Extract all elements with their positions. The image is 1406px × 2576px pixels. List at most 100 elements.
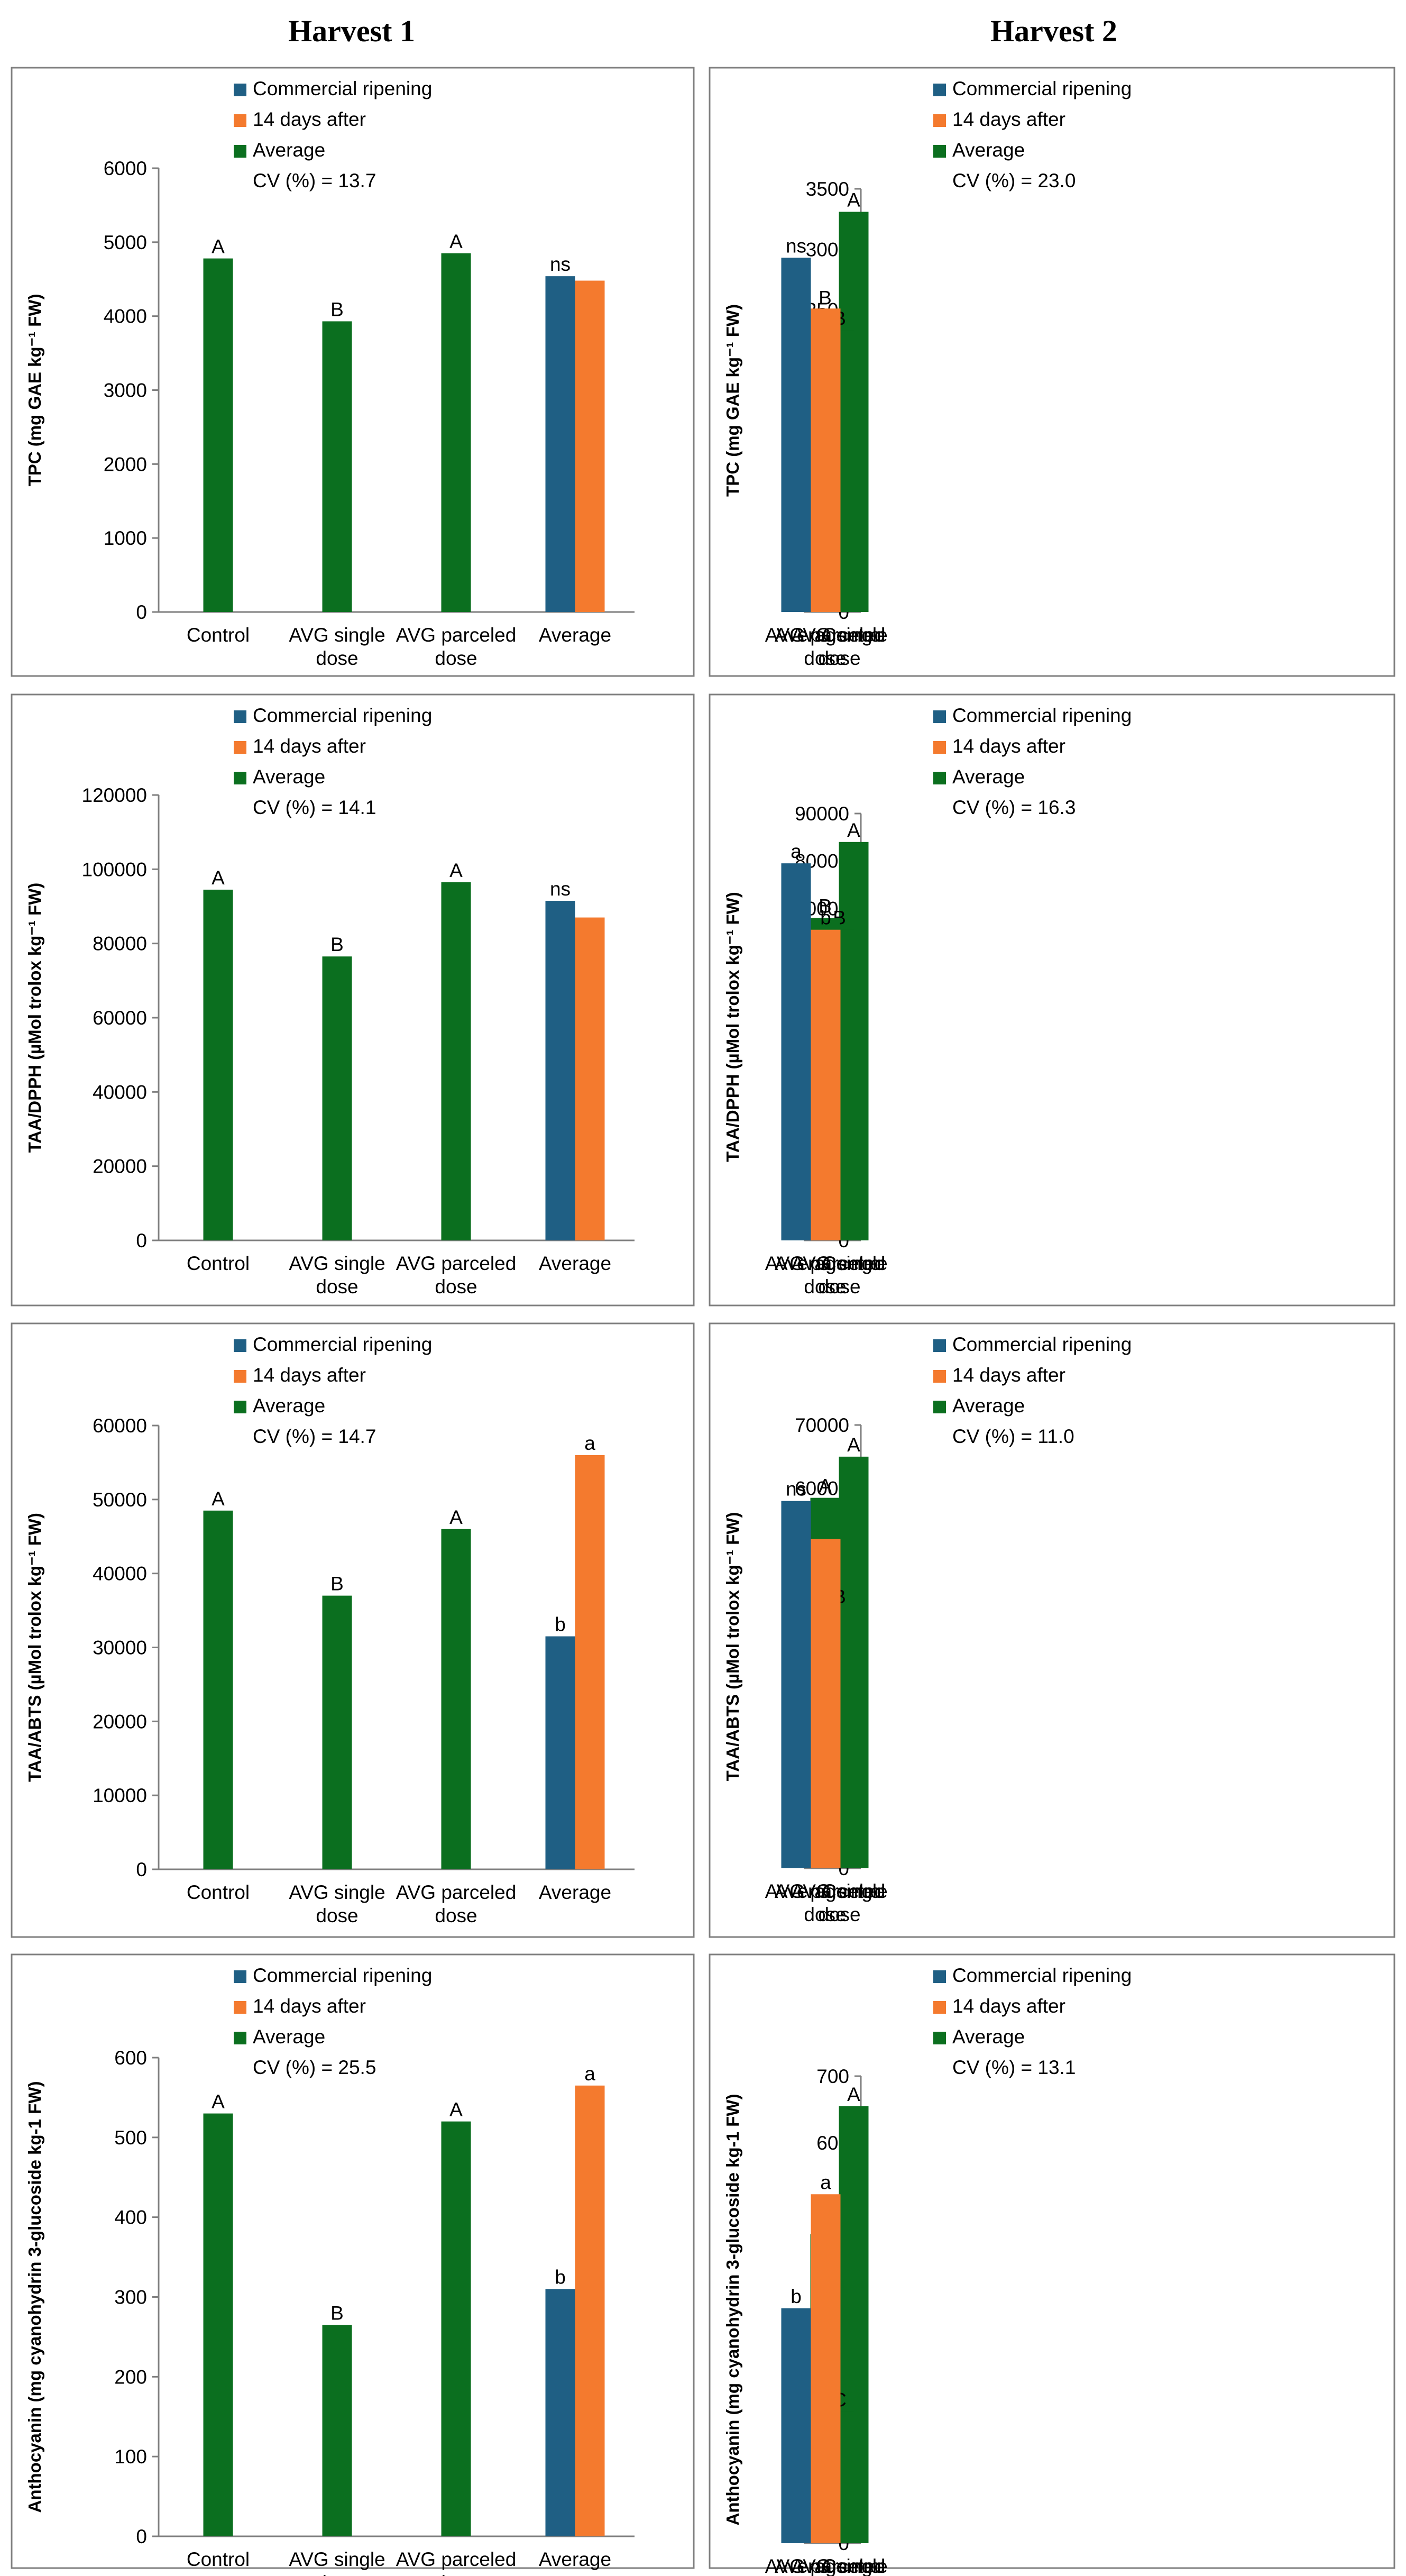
y-tick-label: 120000 — [82, 784, 147, 806]
y-tick-label: 500 — [114, 2127, 147, 2149]
x-tick-label-line: dose — [435, 647, 477, 669]
y-tick-label: 700 — [816, 2066, 849, 2087]
legend-swatch-average — [933, 2032, 946, 2044]
y-tick-label: 1000 — [104, 527, 147, 549]
y-tick-label: 400 — [114, 2207, 147, 2228]
x-tick-label-3: Average — [775, 1880, 847, 1902]
bar-letter-label: a — [791, 841, 802, 862]
legend-swatch-average — [933, 145, 946, 158]
bar-commercial-3 — [781, 863, 811, 1240]
x-tick-label-line: Control — [187, 1253, 250, 1274]
bar-commercial-3 — [545, 900, 575, 1240]
legend-label-average: Average — [952, 139, 1025, 161]
y-axis-label: Anthocyanin (mg cyanohydrin 3-glucoside … — [25, 2081, 44, 2513]
x-tick-label-line: AVG single — [791, 2555, 887, 2576]
y-tick-label: 0 — [136, 2526, 147, 2547]
bar-commercial-3 — [781, 258, 811, 612]
legend-label-commercial: Commercial ripening — [253, 1333, 432, 1355]
column-title-harvest-2: Harvest 2 — [990, 14, 1117, 48]
y-tick-label: 3000 — [104, 380, 147, 401]
bar-letter-label: B — [330, 934, 344, 955]
x-tick-label-line: Average — [775, 1253, 847, 1274]
bar-after14-3 — [575, 1455, 605, 1869]
x-tick-label-line: Average — [775, 1880, 847, 1902]
x-tick-label-line: Average — [539, 624, 611, 646]
legend-label-commercial: Commercial ripening — [253, 705, 432, 726]
y-tick-label: 50000 — [93, 1489, 147, 1511]
legend-label-average: Average — [253, 1395, 325, 1417]
x-tick-label-line: dose — [316, 647, 358, 669]
legend-swatch-average — [933, 772, 946, 784]
legend-swatch-after14 — [933, 741, 946, 754]
x-tick-label-line: Control — [187, 1881, 250, 1903]
bar-letter-label: A — [212, 236, 225, 258]
y-tick-label: 60000 — [93, 1007, 147, 1029]
y-tick-label: 70000 — [795, 1414, 849, 1436]
legend-swatch-commercial — [234, 710, 246, 723]
bar-letter-label: a — [584, 1432, 595, 1454]
y-tick-label: 0 — [136, 1230, 147, 1252]
x-tick-label-line: AVG single — [289, 1253, 385, 1274]
bar-letter-label: A — [847, 1434, 860, 1456]
bar-average-2 — [441, 882, 471, 1240]
bar-letter-label: a — [584, 2063, 595, 2085]
bar-letter-label: A — [819, 1475, 832, 1497]
bar-letter-label: A — [847, 2084, 860, 2105]
legend-label-after14: 14 days after — [952, 1364, 1065, 1386]
bar-after14-3 — [811, 1539, 841, 1868]
x-tick-label-line: AVG single — [791, 1253, 887, 1274]
x-tick-label-line: Control — [187, 624, 250, 646]
x-tick-label-line: Control — [822, 624, 885, 646]
legend-swatch-commercial — [933, 1339, 946, 1352]
y-tick-label: 6000 — [104, 158, 147, 179]
x-tick-label-line: Control — [822, 2555, 885, 2576]
bar-letter-label: A — [449, 2099, 463, 2121]
bar-average-0 — [203, 1510, 233, 1869]
y-tick-label: 60000 — [93, 1415, 147, 1437]
bar-average-2 — [441, 253, 471, 612]
y-tick-label: 3500 — [806, 178, 849, 200]
y-tick-label: 100000 — [82, 858, 147, 880]
legend-label-average: Average — [253, 139, 325, 161]
y-tick-label: 40000 — [93, 1081, 147, 1103]
legend-swatch-commercial — [234, 84, 246, 96]
legend-swatch-after14 — [234, 2001, 246, 2014]
chart-panel-h1-anth: Commercial ripening 14 days after Average C… — [11, 1953, 695, 2576]
x-tick-label-line: dose — [818, 1276, 860, 1298]
x-tick-label-line: dose — [435, 1905, 477, 1926]
bar-average-1 — [322, 956, 352, 1240]
bar-commercial-3 — [545, 1636, 575, 1869]
legend-label-after14: 14 days after — [253, 1995, 366, 2017]
legend-label-average: Average — [952, 2026, 1025, 2048]
y-axis-label: TAA/ABTS (µMol trolox kg⁻¹ FW) — [723, 1512, 742, 1782]
y-tick-label: 10000 — [93, 1785, 147, 1806]
y-axis-label: TAA/DPPH (µMol trolox kg⁻¹ FW) — [25, 883, 44, 1153]
bar-letter-label: A — [449, 860, 463, 881]
legend-label-after14: 14 days after — [253, 1364, 366, 1386]
cv-label: CV (%) = 14.1 — [253, 797, 376, 818]
chart-panel-h1-abts: Commercial ripening 14 days after Average C… — [11, 1322, 695, 1938]
y-tick-label: 90000 — [795, 803, 849, 825]
bar-letter-label: A — [449, 231, 463, 252]
legend-swatch-average — [234, 145, 246, 158]
x-tick-label-0: Control — [187, 624, 250, 646]
cv-label: CV (%) = 23.0 — [952, 170, 1076, 191]
bar-letter-label: b — [555, 1614, 566, 1636]
x-tick-label-0: Control — [187, 1881, 250, 1903]
x-tick-label-line: AVG single — [289, 2548, 385, 2570]
y-tick-label: 2000 — [104, 453, 147, 475]
x-tick-label-line: dose — [804, 1276, 846, 1298]
y-axis-label: Anthocyanin (mg cyanohydrin 3-glucoside … — [723, 2094, 742, 2526]
